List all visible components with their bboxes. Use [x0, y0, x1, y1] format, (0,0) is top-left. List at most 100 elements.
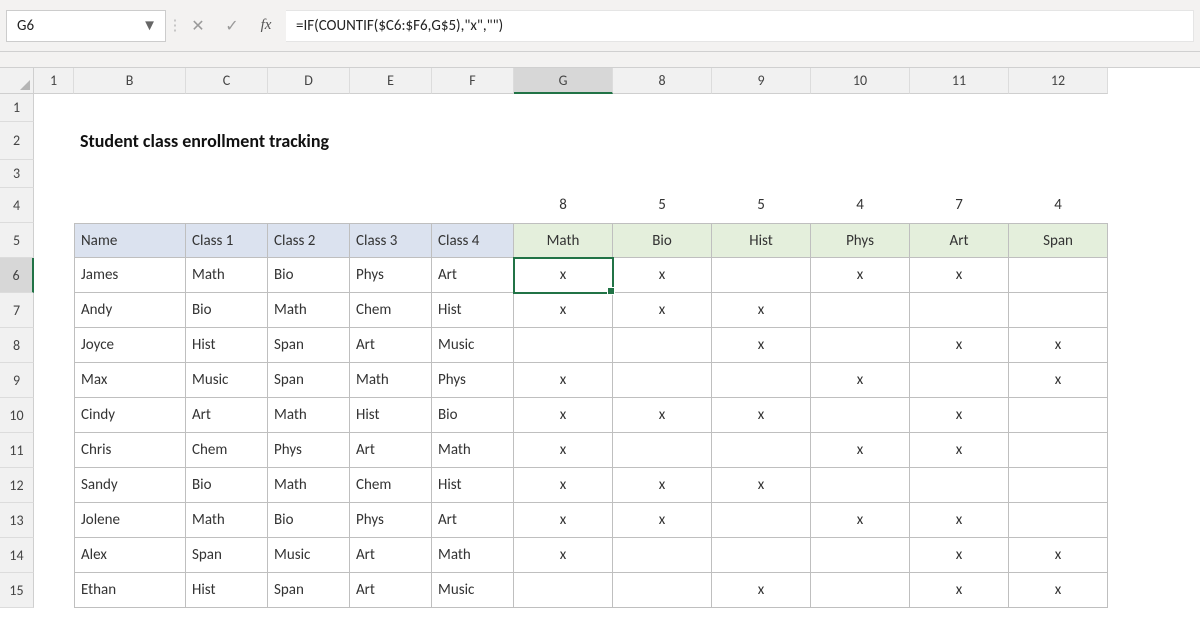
cell[interactable]: Math: [268, 293, 350, 328]
cell[interactable]: Math: [350, 363, 432, 398]
page-title[interactable]: Student class enrollment tracking: [74, 122, 882, 160]
cell[interactable]: Span: [268, 573, 350, 608]
table-header-cell[interactable]: Art: [910, 223, 1009, 258]
col-header[interactable]: 1: [34, 68, 74, 94]
cell[interactable]: Math: [268, 468, 350, 503]
cell[interactable]: Span: [186, 538, 268, 573]
cell[interactable]: Joyce: [74, 328, 186, 363]
cell[interactable]: [910, 160, 1009, 188]
cell[interactable]: Music: [186, 363, 268, 398]
cell[interactable]: [34, 188, 74, 223]
cell[interactable]: x: [613, 503, 712, 538]
cell[interactable]: [1009, 160, 1108, 188]
cell[interactable]: [186, 160, 268, 188]
cell[interactable]: [613, 160, 712, 188]
row-header[interactable]: 3: [0, 160, 34, 188]
cell[interactable]: [432, 160, 514, 188]
cell[interactable]: x: [712, 293, 811, 328]
row-header[interactable]: 7: [0, 293, 34, 328]
cell[interactable]: [514, 94, 613, 122]
cell[interactable]: x: [712, 328, 811, 363]
cell[interactable]: [613, 328, 712, 363]
cell[interactable]: Art: [350, 538, 432, 573]
cell[interactable]: Phys: [268, 433, 350, 468]
cell[interactable]: x: [613, 398, 712, 433]
cell[interactable]: Art: [186, 398, 268, 433]
cell[interactable]: [34, 94, 74, 122]
row-header[interactable]: 4: [0, 188, 34, 223]
cell[interactable]: Art: [432, 503, 514, 538]
cell[interactable]: x: [910, 258, 1009, 293]
name-box[interactable]: G6 ▼: [6, 10, 166, 42]
cell[interactable]: x: [1009, 328, 1108, 363]
cell[interactable]: [882, 122, 981, 160]
cell[interactable]: Sandy: [74, 468, 186, 503]
cell[interactable]: James: [74, 258, 186, 293]
cell[interactable]: [514, 328, 613, 363]
row-header[interactable]: 2: [0, 122, 34, 160]
row-header[interactable]: 6: [0, 258, 34, 293]
cell[interactable]: [34, 503, 74, 538]
table-header-cell[interactable]: Name: [74, 223, 186, 258]
cell[interactable]: [811, 293, 910, 328]
cell[interactable]: x: [613, 293, 712, 328]
cell[interactable]: Music: [432, 573, 514, 608]
cell[interactable]: [811, 573, 910, 608]
cell[interactable]: [34, 468, 74, 503]
cell[interactable]: x: [712, 398, 811, 433]
col-header[interactable]: 9: [712, 68, 811, 94]
cancel-icon[interactable]: ✕: [184, 12, 212, 40]
col-header[interactable]: C: [186, 68, 268, 94]
table-header-cell[interactable]: Class 3: [350, 223, 432, 258]
cell[interactable]: [350, 94, 432, 122]
cell[interactable]: Phys: [432, 363, 514, 398]
cell[interactable]: Math: [432, 433, 514, 468]
enter-icon[interactable]: ✓: [218, 12, 246, 40]
cell[interactable]: [910, 94, 1009, 122]
cell[interactable]: Math: [186, 258, 268, 293]
cell[interactable]: x: [910, 398, 1009, 433]
cell[interactable]: [1009, 94, 1108, 122]
cell[interactable]: x: [712, 468, 811, 503]
cell[interactable]: [613, 433, 712, 468]
cell[interactable]: [712, 94, 811, 122]
select-all-corner[interactable]: [0, 68, 34, 94]
col-header[interactable]: G: [514, 68, 613, 94]
table-header-cell[interactable]: Math: [514, 223, 613, 258]
cell[interactable]: Max: [74, 363, 186, 398]
cell[interactable]: Art: [350, 433, 432, 468]
cell[interactable]: x: [811, 258, 910, 293]
cell[interactable]: Phys: [350, 503, 432, 538]
cell[interactable]: Jolene: [74, 503, 186, 538]
cell[interactable]: Hist: [432, 293, 514, 328]
cell[interactable]: x: [514, 503, 613, 538]
cell[interactable]: Hist: [186, 328, 268, 363]
cell[interactable]: [1009, 258, 1108, 293]
col-header[interactable]: E: [350, 68, 432, 94]
table-header-cell[interactable]: Hist: [712, 223, 811, 258]
cell[interactable]: [981, 122, 1080, 160]
row-header[interactable]: 11: [0, 433, 34, 468]
cell[interactable]: Chem: [350, 468, 432, 503]
cell[interactable]: x: [514, 293, 613, 328]
cell[interactable]: [1009, 433, 1108, 468]
cell[interactable]: [34, 258, 74, 293]
cell[interactable]: Art: [350, 573, 432, 608]
col-header[interactable]: F: [432, 68, 514, 94]
cell[interactable]: [34, 160, 74, 188]
cell[interactable]: Math: [268, 398, 350, 433]
cell[interactable]: [74, 160, 186, 188]
cell[interactable]: Cindy: [74, 398, 186, 433]
cell[interactable]: [74, 94, 186, 122]
cell[interactable]: [712, 258, 811, 293]
cell[interactable]: Math: [186, 503, 268, 538]
cell[interactable]: [910, 363, 1009, 398]
fx-icon[interactable]: fx: [252, 12, 280, 40]
cell[interactable]: x: [514, 398, 613, 433]
cell[interactable]: Andy: [74, 293, 186, 328]
chevron-down-icon[interactable]: ▼: [142, 17, 157, 35]
cell[interactable]: [811, 538, 910, 573]
formula-input[interactable]: =IF(COUNTIF($C6:$F6,G$5),"x",""): [286, 10, 1194, 42]
cell[interactable]: [34, 223, 74, 258]
cell[interactable]: Hist: [350, 398, 432, 433]
